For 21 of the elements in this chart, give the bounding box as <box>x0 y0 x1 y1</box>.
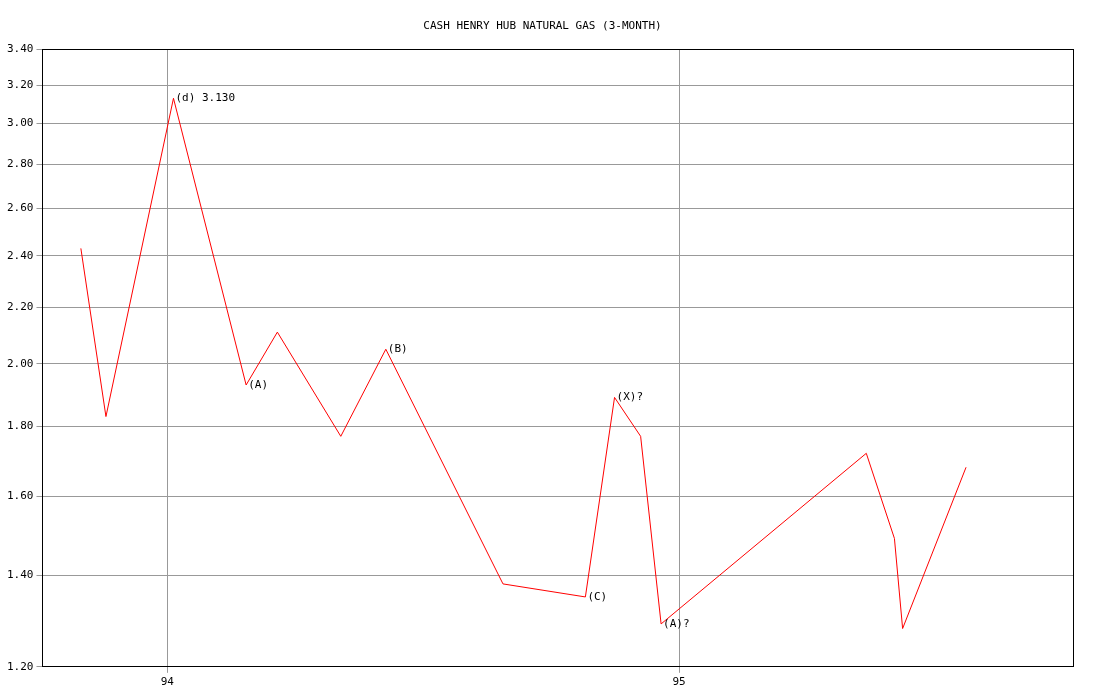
annotation: (X)? <box>616 390 644 404</box>
annotation: (A) <box>248 377 269 391</box>
y-tick-label: 1.60 <box>6 489 34 503</box>
y-tick-label: 1.40 <box>6 568 34 582</box>
y-tick-label: 2.80 <box>6 157 34 171</box>
annotation: (B) <box>387 342 408 356</box>
x-tick-label: 94 <box>160 675 175 689</box>
y-tick-label: 2.00 <box>6 356 34 370</box>
y-tick-label: 2.20 <box>6 300 34 314</box>
chart-title: CASH HENRY HUB NATURAL GAS (3-MONTH) <box>423 19 662 33</box>
annotation: (C) <box>587 589 608 603</box>
y-tick-label: 1.20 <box>6 659 34 673</box>
annotation: (A)? <box>663 616 690 630</box>
x-tick-label: 95 <box>672 675 686 689</box>
y-tick-label: 1.80 <box>6 419 34 433</box>
y-tick-label: 3.40 <box>6 42 34 56</box>
y-tick-label: 2.60 <box>6 201 34 215</box>
y-tick-label: 2.40 <box>6 248 34 262</box>
y-tick-label: 3.20 <box>6 78 34 92</box>
y-tick-label: 3.00 <box>6 116 34 130</box>
annotation: (d) 3.130 <box>175 91 236 105</box>
